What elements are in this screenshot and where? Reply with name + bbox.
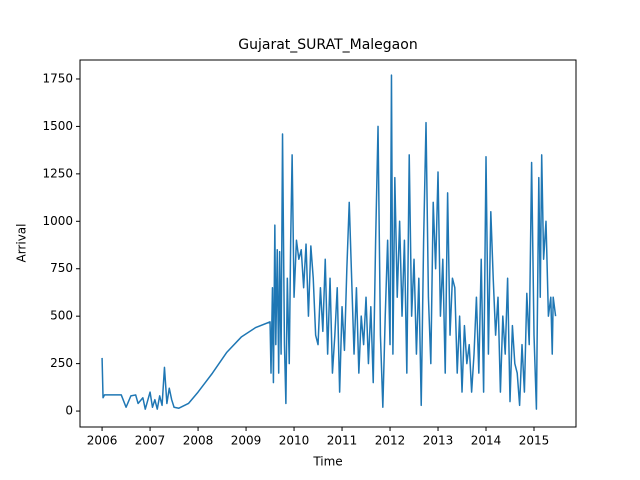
y-tick-label: 1500 <box>42 119 73 133</box>
x-tick-label: 2015 <box>519 434 550 448</box>
y-tick-label: 1000 <box>42 214 73 228</box>
x-tick-label: 2013 <box>423 434 454 448</box>
y-tick-label: 250 <box>50 356 73 370</box>
y-axis-label: Arrival <box>15 224 29 263</box>
x-tick-label: 2007 <box>135 434 166 448</box>
x-axis-label: Time <box>312 455 342 469</box>
y-tick-label: 750 <box>50 261 73 275</box>
x-tick-label: 2012 <box>375 434 406 448</box>
x-tick-label: 2008 <box>183 434 214 448</box>
x-tick-label: 2006 <box>87 434 118 448</box>
y-tick-label: 0 <box>65 404 73 418</box>
x-tick-label: 2014 <box>471 434 502 448</box>
x-tick-label: 2010 <box>279 434 310 448</box>
x-tick-label: 2011 <box>327 434 358 448</box>
y-tick-label: 1250 <box>42 166 73 180</box>
chart-title: Gujarat_SURAT_Malegaon <box>238 37 417 53</box>
data-line <box>101 74 557 410</box>
y-tick-label: 1750 <box>42 71 73 85</box>
y-tick-label: 500 <box>50 309 73 323</box>
plot-frame <box>79 59 577 428</box>
x-tick-label: 2009 <box>231 434 262 448</box>
